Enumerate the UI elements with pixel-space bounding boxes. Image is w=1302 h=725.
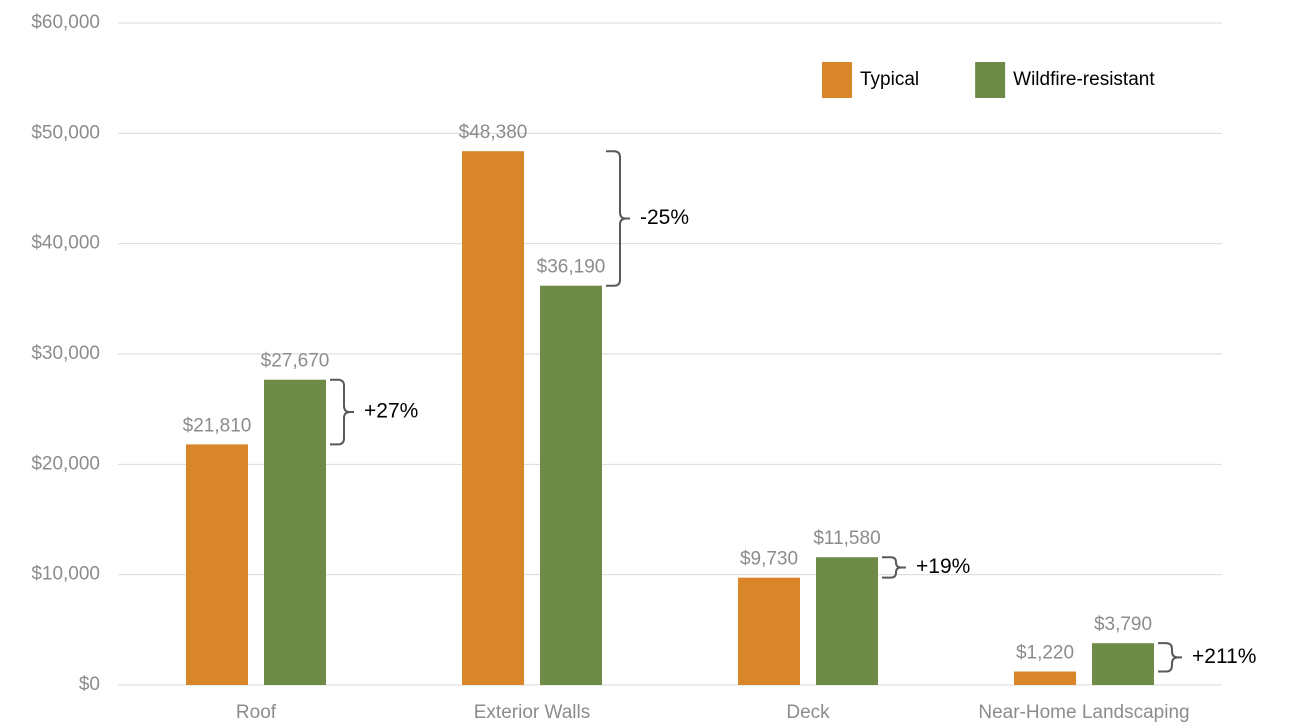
bracket xyxy=(606,150,630,287)
y-tick-label: $50,000 xyxy=(31,122,100,143)
annotation: +27% xyxy=(364,400,418,423)
y-tick-label: $10,000 xyxy=(31,564,100,585)
value-label: $3,790 xyxy=(1094,614,1152,635)
y-tick-label: $0 xyxy=(79,674,100,695)
legend-label: Typical xyxy=(860,69,919,90)
bracket xyxy=(882,556,906,579)
x-tick-label: Exterior Walls xyxy=(474,702,590,723)
bar xyxy=(186,444,248,685)
annotation: +19% xyxy=(916,555,970,578)
bar xyxy=(816,557,878,685)
bar xyxy=(1014,671,1076,685)
annotation: -25% xyxy=(640,206,689,229)
x-tick-label: Near-Home Landscaping xyxy=(978,702,1189,723)
bar xyxy=(264,379,326,685)
y-tick-label: $30,000 xyxy=(31,343,100,364)
value-label: $11,580 xyxy=(813,528,880,549)
bracket xyxy=(1158,642,1182,673)
x-tick-label: Roof xyxy=(236,702,277,723)
y-tick-label: $40,000 xyxy=(31,233,100,254)
legend-swatch xyxy=(822,62,852,98)
bar xyxy=(1092,643,1154,685)
bar xyxy=(738,577,800,685)
value-label: $21,810 xyxy=(183,415,252,436)
legend-label: Wildfire-resistant xyxy=(1013,69,1155,90)
value-label: $36,190 xyxy=(537,257,606,278)
value-label: $27,670 xyxy=(261,351,330,372)
bar xyxy=(462,151,524,685)
value-label: $48,380 xyxy=(459,122,528,143)
bracket xyxy=(330,378,354,446)
y-tick-label: $20,000 xyxy=(31,453,100,474)
x-tick-label: Deck xyxy=(786,702,830,723)
legend-swatch xyxy=(975,62,1006,98)
y-tick-label: $60,000 xyxy=(31,12,100,33)
bar xyxy=(540,285,602,685)
value-label: $9,730 xyxy=(740,549,798,570)
value-label: $1,220 xyxy=(1016,643,1074,664)
annotation: +211% xyxy=(1192,645,1256,668)
